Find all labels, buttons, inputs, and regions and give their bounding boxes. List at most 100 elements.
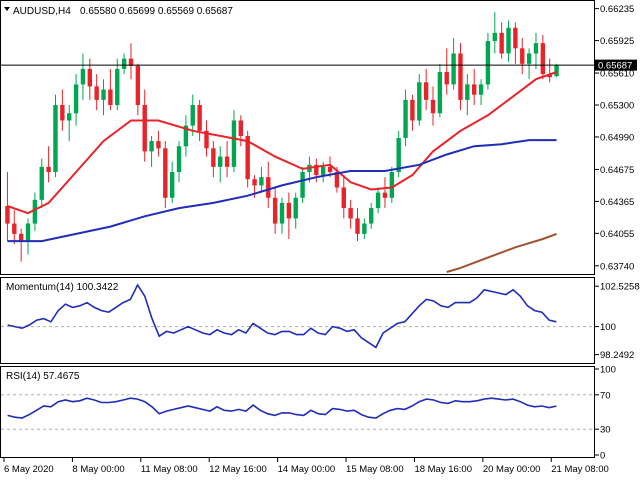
- candle-bear: [156, 141, 161, 149]
- candle-bear: [272, 197, 278, 224]
- candle-bear: [266, 177, 271, 198]
- candle-bull: [279, 202, 285, 224]
- candle-bull: [293, 197, 298, 219]
- moving-averages-group: [7, 71, 557, 273]
- candle-bull: [437, 72, 443, 114]
- price-tick-label: 0.65925: [600, 36, 634, 47]
- triangle-down-icon[interactable]: [4, 7, 10, 11]
- candle-bull: [176, 146, 182, 173]
- candle-bull: [375, 192, 381, 209]
- osc-tick-label: 0: [600, 451, 605, 462]
- current-price-text: 0.65687: [598, 61, 632, 72]
- candle-bear: [197, 105, 202, 131]
- price-pane-frame: [0, 0, 595, 275]
- candle-bear: [245, 135, 250, 180]
- price-tick-label: 0.64990: [600, 132, 634, 143]
- candle-bear: [12, 223, 17, 234]
- candle-bull: [101, 89, 106, 100]
- price-axis: 0.66235 0.65925 0.65610 0.65300 0.64990 0.646…: [595, 4, 634, 272]
- candle-bear: [341, 187, 346, 209]
- candle-bull: [67, 113, 72, 121]
- candle-bull: [417, 82, 422, 121]
- candle-bull: [465, 84, 470, 100]
- candle-bear: [382, 192, 388, 198]
- price-tick-label: 0.65610: [600, 69, 634, 80]
- candle-bear: [334, 172, 340, 188]
- candle-bear: [540, 43, 546, 75]
- time-tick-label: 11 May 08:00: [141, 464, 198, 475]
- candle-bear: [238, 120, 244, 136]
- candle-bull: [396, 138, 401, 173]
- candle-bear: [135, 65, 141, 106]
- candle-bear: [163, 148, 168, 198]
- candle-bear: [108, 89, 113, 106]
- candle-bull: [320, 166, 326, 176]
- candle-bull: [485, 41, 491, 85]
- candle-bear: [348, 208, 353, 219]
- candle-bear: [547, 74, 552, 78]
- rsi-axis: 100 70 30 0: [595, 365, 616, 462]
- candle-bear: [472, 84, 477, 95]
- candle-bear: [423, 82, 429, 100]
- candle-bull: [149, 141, 154, 152]
- time-axis: 6 May 2020 8 May 00:00 11 May 08:00 12 May …: [3, 458, 609, 475]
- candle-bear: [355, 218, 360, 234]
- candle-bear: [444, 72, 449, 85]
- candle-bear: [314, 164, 319, 176]
- candle-bull: [32, 199, 38, 224]
- candle-bull: [190, 105, 195, 126]
- candle-bull: [362, 223, 367, 234]
- symbol-timeframe: AUDUSD,H4: [13, 6, 71, 17]
- candle-bear: [204, 130, 209, 149]
- osc-tick-label: 30: [600, 425, 611, 436]
- candle-bull: [478, 84, 484, 95]
- candle-bear: [94, 86, 99, 100]
- candle-bear: [513, 27, 518, 49]
- osc-tick-label: 70: [600, 390, 611, 401]
- candle-bull: [80, 68, 86, 85]
- price-tick-label: 0.66235: [600, 4, 634, 15]
- candles-group: [5, 12, 559, 262]
- osc-tick-label: 102.5258: [600, 282, 640, 293]
- candle-bear: [5, 206, 10, 224]
- candle-bear: [520, 48, 525, 64]
- candle-bull: [39, 166, 44, 200]
- candle-bear: [211, 148, 216, 167]
- time-tick-label: 21 May 08:00: [551, 464, 609, 475]
- price-tick-label: 0.63740: [600, 261, 634, 272]
- price-tick-label: 0.64365: [600, 197, 634, 208]
- candle-bull: [451, 53, 456, 85]
- sma_slow-line: [446, 232, 557, 273]
- candle-bear: [87, 68, 92, 87]
- rsi-title: RSI(14) 57.4675: [6, 371, 80, 382]
- candle-bear: [142, 105, 147, 152]
- osc-tick-label: 100: [600, 322, 616, 333]
- candle-bear: [46, 166, 51, 173]
- price-tick-label: 0.64055: [600, 229, 634, 240]
- candle-bull: [169, 172, 175, 198]
- current-price-tag: [595, 59, 637, 71]
- candle-bull: [554, 65, 559, 77]
- candle-bull: [25, 223, 31, 242]
- candle-bull: [183, 125, 189, 147]
- rsi-line: [7, 397, 557, 419]
- momentum-line: [7, 283, 557, 349]
- time-tick-label: 15 May 08:00: [346, 464, 404, 475]
- candle-bear: [286, 202, 292, 219]
- price-tick-label: 0.64675: [600, 165, 634, 176]
- candle-bear: [252, 179, 257, 186]
- candle-bull: [533, 43, 539, 54]
- candle-bull: [53, 105, 58, 173]
- candle-bull: [231, 120, 237, 167]
- momentum-axis: 102.5258 100 98.2492: [595, 282, 640, 361]
- time-tick-label: 8 May 00:00: [72, 464, 124, 475]
- reference-lines: [1, 326, 594, 430]
- candle-bull: [369, 208, 374, 224]
- candle-bull: [300, 172, 305, 198]
- momentum-title: Momentum(14) 100.3422: [6, 282, 119, 293]
- candle-bull: [526, 53, 532, 64]
- candle-bear: [224, 156, 230, 167]
- candle-bull: [492, 32, 497, 42]
